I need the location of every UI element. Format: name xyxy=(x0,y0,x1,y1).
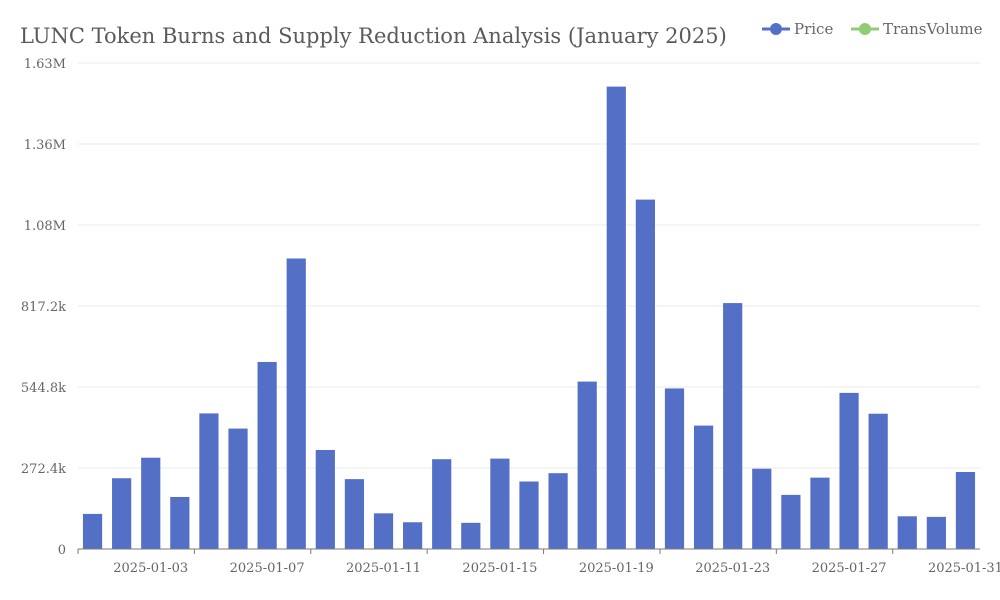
bar-2025-01-07[interactable] xyxy=(257,361,277,549)
y-tick-label: 272.4k xyxy=(21,462,66,477)
bar-2025-01-25[interactable] xyxy=(781,494,801,549)
bar-2025-01-06[interactable] xyxy=(228,428,248,549)
x-tick-label: 2025-01-03 xyxy=(113,561,188,576)
bar-2025-01-08[interactable] xyxy=(286,258,306,549)
bar-2025-01-28[interactable] xyxy=(868,413,888,549)
bar-2025-01-14[interactable] xyxy=(461,522,481,549)
x-tick-label: 2025-01-11 xyxy=(346,561,421,576)
gridlines xyxy=(78,62,980,469)
bar-2025-01-09[interactable] xyxy=(315,449,335,549)
chart-title: LUNC Token Burns and Supply Reduction An… xyxy=(20,24,727,48)
y-tick-label: 1.36M xyxy=(24,138,66,153)
bar-2025-01-04[interactable] xyxy=(170,496,190,549)
bar-2025-01-29[interactable] xyxy=(897,516,917,549)
bar-2025-01-11[interactable] xyxy=(373,513,394,549)
x-tick-label: 2025-01-15 xyxy=(462,561,537,576)
bar-2025-01-19[interactable] xyxy=(606,86,626,549)
legend: Price TransVolume xyxy=(762,20,983,38)
bar-2025-01-20[interactable] xyxy=(635,199,655,550)
bar-2025-01-03[interactable] xyxy=(141,457,161,549)
y-tick-label: 1.08M xyxy=(24,219,66,234)
bar-2025-01-30[interactable] xyxy=(926,516,946,549)
x-axis: 2025-01-03 2025-01-07 2025-01-11 2025-01-15… xyxy=(77,548,1000,576)
bar-2025-01-24[interactable] xyxy=(752,468,772,549)
legend-dot-marker xyxy=(770,23,782,35)
y-tick-label: 544.8k xyxy=(21,381,66,396)
bars xyxy=(82,86,976,550)
bar-2025-01-23[interactable] xyxy=(723,303,743,549)
bar-2025-01-22[interactable] xyxy=(693,425,714,549)
bar-2025-01-26[interactable] xyxy=(810,477,830,549)
x-tick-label: 2025-01-31 xyxy=(928,561,1000,576)
x-tick-label: 2025-01-19 xyxy=(579,561,654,576)
x-tick-label: 2025-01-27 xyxy=(812,561,887,576)
legend-dot-marker xyxy=(859,23,871,35)
bar-2025-01-21[interactable] xyxy=(664,388,685,549)
bar-2025-01-12[interactable] xyxy=(403,522,423,549)
bar-2025-01-01[interactable] xyxy=(82,513,103,549)
bar-2025-01-31[interactable] xyxy=(955,471,976,549)
x-tick-label: 2025-01-07 xyxy=(230,561,305,576)
bar-2025-01-10[interactable] xyxy=(344,479,365,549)
x-tick-label: 2025-01-23 xyxy=(695,561,770,576)
y-tick-label: 1.63M xyxy=(24,57,66,72)
y-axis-labels: 0 272.4k 544.8k 817.2k 1.08M 1.36M 1.63M xyxy=(21,57,66,558)
legend-item-transvolume[interactable]: TransVolume xyxy=(851,20,983,38)
legend-item-price[interactable]: Price xyxy=(762,20,833,38)
bar-2025-01-15[interactable] xyxy=(490,458,510,549)
legend-label: TransVolume xyxy=(883,20,983,38)
bar-2025-01-27[interactable] xyxy=(839,392,859,549)
bar-2025-01-18[interactable] xyxy=(577,381,597,549)
bar-2025-01-16[interactable] xyxy=(519,481,539,550)
bar-2025-01-02[interactable] xyxy=(112,478,132,549)
y-tick-label: 817.2k xyxy=(21,300,66,315)
legend-label: Price xyxy=(794,20,833,38)
bar-2025-01-13[interactable] xyxy=(432,459,452,549)
bar-2025-01-05[interactable] xyxy=(199,413,219,549)
bar-2025-01-17[interactable] xyxy=(548,473,568,549)
y-tick-label: 0 xyxy=(58,543,66,558)
